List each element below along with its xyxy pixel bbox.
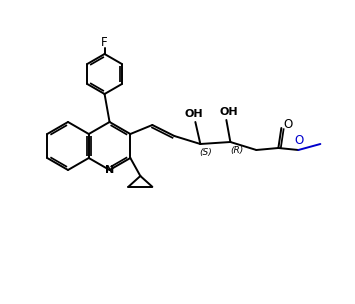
Text: OH: OH	[184, 109, 203, 119]
Text: OH: OH	[219, 107, 237, 117]
Text: N: N	[105, 165, 114, 175]
Text: F: F	[101, 36, 108, 50]
Text: O: O	[284, 119, 293, 132]
Text: O: O	[295, 134, 304, 147]
Text: (S): (S)	[199, 148, 212, 157]
Text: (R): (R)	[231, 147, 244, 156]
